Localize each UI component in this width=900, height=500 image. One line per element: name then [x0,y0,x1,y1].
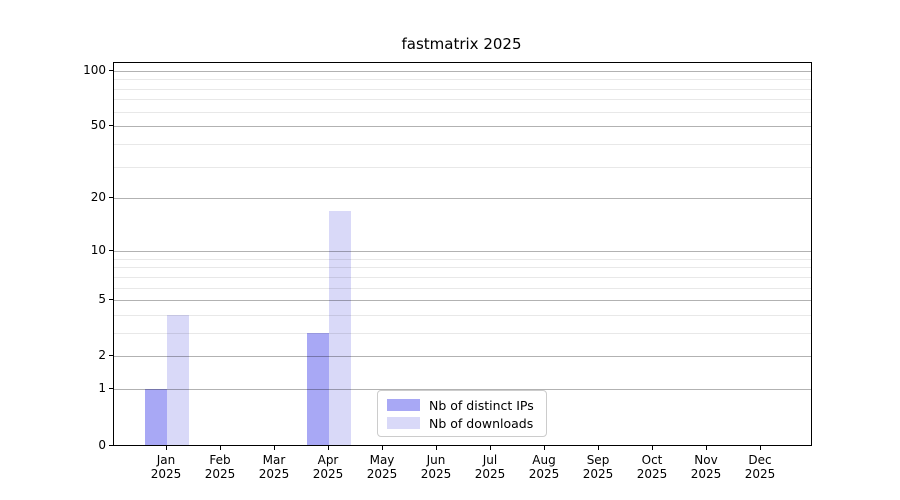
minor-gridline [114,143,811,145]
major-gridline [114,126,811,128]
legend-swatch-distinct-ips [387,399,420,411]
x-tick-mark [598,445,599,450]
x-tick-mark [436,445,437,450]
x-tick-mark [706,445,707,450]
y-tick-mark [108,388,113,390]
minor-gridline [114,267,811,268]
x-tick-mark [220,445,221,450]
x-tick-label: Mar 2025 [258,452,290,481]
y-tick-mark [108,197,113,199]
x-tick-mark [166,445,167,450]
major-gridline [114,389,811,391]
legend-item-downloads: Nb of downloads [387,415,538,431]
legend-item-distinct-ips: Nb of distinct IPs [387,397,538,413]
x-tick-label: Apr 2025 [312,452,344,481]
x-tick-label: Jun 2025 [420,452,452,481]
bar-distinct-ips-jan [145,389,167,446]
minor-gridline [114,332,811,334]
major-gridline [114,356,811,358]
x-tick-label: Feb 2025 [204,452,236,481]
minor-gridline [114,111,811,113]
y-tick-mark [108,125,113,127]
x-tick-mark [382,445,383,450]
bar-distinct-ips-apr [307,332,329,446]
minor-gridline [114,166,811,168]
x-tick-mark [490,445,491,450]
x-tick-mark [274,445,275,450]
x-tick-label: Sep 2025 [582,452,614,481]
chart-title: fastmatrix 2025 [401,35,522,53]
y-tick-label: 100 [83,62,106,77]
x-tick-mark [544,445,545,450]
legend-label-distinct-ips: Nb of distinct IPs [429,397,534,413]
bar-downloads-jan [167,314,189,446]
y-tick-mark [108,355,113,357]
y-tick-mark [108,249,113,251]
minor-gridline [114,276,811,278]
x-tick-label: Nov 2025 [690,452,722,481]
y-tick-label: 2 [98,348,106,363]
minor-gridline [114,88,811,90]
x-tick-mark [760,445,761,450]
minor-gridline [114,314,811,316]
plot-area [113,62,812,446]
y-tick-label: 20 [90,190,106,205]
major-gridline [114,70,811,72]
major-gridline [114,300,811,301]
x-tick-label: Aug 2025 [528,452,560,481]
minor-gridline [114,258,811,260]
minor-gridline [114,99,811,101]
x-tick-label: Jan 2025 [150,452,182,481]
y-tick-label: 1 [98,381,106,396]
minor-gridline [114,79,811,81]
bar-downloads-apr [329,210,351,446]
x-tick-mark [652,445,653,450]
legend: Nb of distinct IPs Nb of downloads [377,390,547,437]
y-tick-mark [108,69,113,71]
y-tick-mark [108,299,113,300]
x-tick-label: Oct 2025 [636,452,668,481]
x-tick-mark [328,445,329,450]
y-tick-label: 50 [90,118,106,133]
x-tick-label: May 2025 [366,452,398,481]
legend-label-downloads: Nb of downloads [429,415,534,431]
y-tick-mark [108,444,113,446]
legend-swatch-downloads [387,417,420,429]
y-tick-label: 5 [98,292,106,306]
major-gridline [114,250,811,252]
y-tick-label: 0 [98,437,106,452]
y-tick-label: 10 [90,242,106,257]
x-tick-label: Jul 2025 [474,452,506,481]
major-gridline [114,198,811,200]
minor-gridline [114,287,811,289]
x-tick-label: Dec 2025 [744,452,776,481]
